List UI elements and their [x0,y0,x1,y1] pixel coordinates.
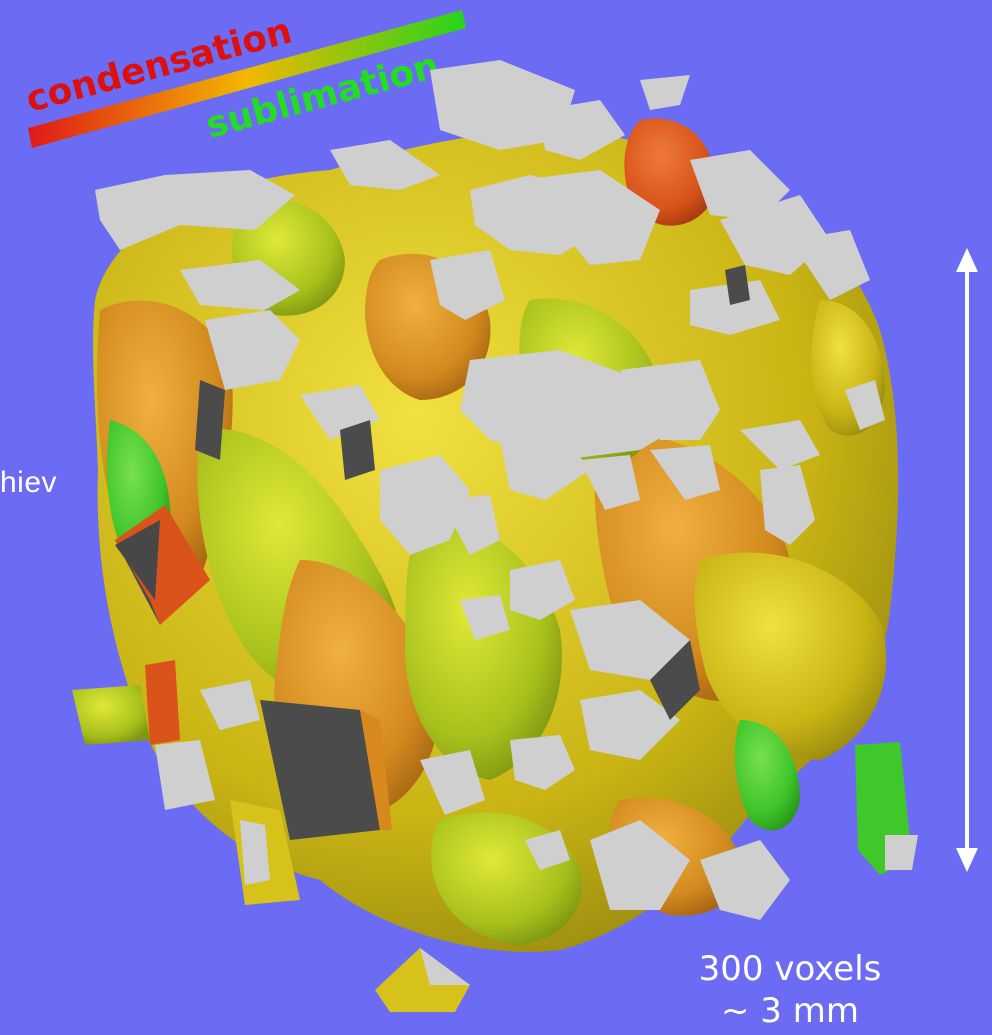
scale-arrow [956,248,978,872]
scale-arrow-head-top [956,248,978,272]
scale-size-label: ~ 3 mm [721,991,859,1031]
snow-microstructure-render [72,60,918,1012]
scale-voxels-label: 300 voxels [698,949,882,989]
scale-arrow-head-bottom [956,848,978,872]
legend-gradient-bar [28,10,466,148]
scale-caption: 300 voxels ~ 3 mm [640,948,940,1032]
color-legend: condensation sublimation [22,10,466,148]
cropped-side-text: hiev [0,466,58,499]
